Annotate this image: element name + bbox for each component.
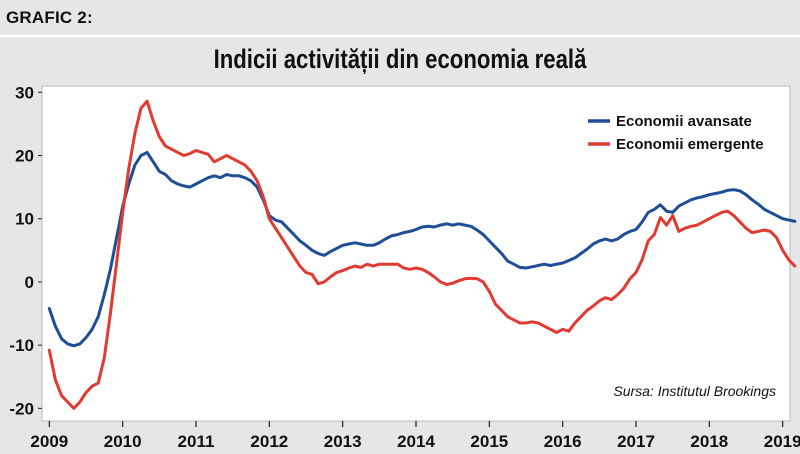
x-tick-label: 2011: [178, 432, 215, 451]
y-tick-label: -20: [9, 399, 34, 418]
chart-label: GRAFIC 2:: [6, 8, 93, 27]
plot-background: [41, 85, 791, 422]
x-tick-label: 2019: [764, 432, 800, 451]
y-tick-label: 10: [15, 210, 34, 229]
x-tick-label: 2009: [30, 432, 68, 451]
x-tick-label: 2016: [544, 432, 582, 451]
x-tick-label: 2010: [104, 432, 142, 451]
header-rule: [0, 35, 800, 37]
chart-title: Indicii activității din economia reală: [213, 44, 587, 74]
x-tick-label: 2017: [617, 432, 655, 451]
legend: Economii avansate Economii emergente: [588, 113, 764, 153]
x-tick-label: 2018: [690, 432, 728, 451]
y-tick-label: 20: [15, 147, 34, 166]
x-tick-label: 2015: [470, 432, 508, 451]
legend-label: Economii avansate: [616, 113, 752, 130]
y-tick-label: 0: [25, 273, 34, 292]
y-tick-label: -10: [9, 336, 34, 355]
series-line-economii-avansate: [47, 150, 797, 348]
y-tick-label: 30: [15, 83, 34, 102]
series-line-economii-emergente: [47, 99, 797, 410]
header-band: [0, 0, 800, 36]
series-layer: [47, 99, 797, 410]
legend-label: Economii emergente: [616, 136, 764, 153]
source-annotation: Sursa: Institutul Brookings: [613, 383, 776, 399]
x-tick-label: 2014: [397, 432, 435, 451]
x-tick-label: 2013: [324, 432, 362, 451]
x-tick-label: 2012: [250, 432, 288, 451]
axes: 2009 2010 2011 2012 2013 2014 2015 2016 2017 2018…: [9, 83, 800, 451]
